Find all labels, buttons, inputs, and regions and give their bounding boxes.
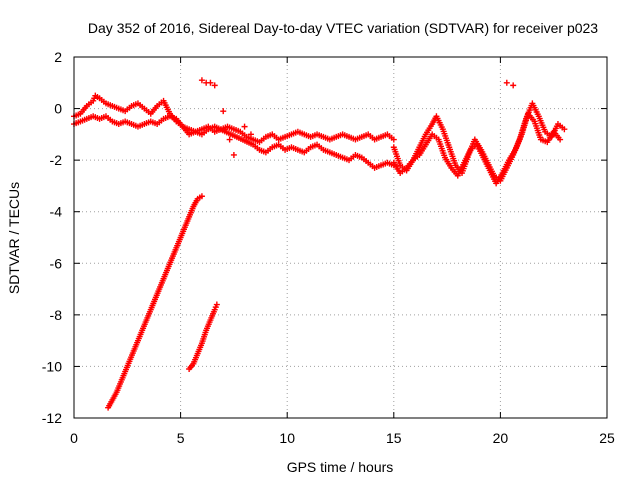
y-axis-label: SDTVAR / TECUs — [6, 182, 22, 294]
data-point — [211, 82, 218, 89]
x-tick-label: 25 — [599, 430, 615, 446]
y-tick-label: 2 — [54, 49, 62, 65]
series-main-band-upper — [71, 92, 397, 146]
y-tick-label: -10 — [42, 358, 62, 374]
y-tick-label: -6 — [50, 255, 63, 271]
x-tick-label: 5 — [177, 430, 185, 446]
data-point — [220, 108, 227, 115]
plot-frame — [73, 56, 608, 419]
y-tick-label: -4 — [50, 204, 63, 220]
data-point — [222, 126, 229, 133]
x-tick-label: 15 — [386, 430, 402, 446]
y-tick-label: -12 — [42, 410, 62, 426]
x-axis-label: GPS time / hours — [287, 459, 394, 475]
data-point — [230, 151, 237, 158]
data-point — [241, 123, 248, 130]
data-point — [198, 77, 205, 84]
data-point — [557, 136, 564, 143]
data-point — [226, 136, 233, 143]
series-main-band-lower — [71, 113, 397, 171]
grid-layer — [74, 57, 607, 418]
x-tick-label: 0 — [70, 430, 78, 446]
data-point — [561, 126, 568, 133]
series-late-band-lower — [390, 110, 564, 187]
data-points-layer — [71, 77, 568, 411]
data-point — [198, 193, 205, 200]
data-point — [213, 301, 220, 308]
x-tick-label: 10 — [279, 430, 295, 446]
data-point — [510, 82, 517, 89]
chart-title: Day 352 of 2016, Sidereal Day-to-day VTE… — [88, 20, 598, 36]
data-point — [247, 131, 254, 138]
data-point — [503, 79, 510, 86]
y-tick-label: -8 — [50, 307, 63, 323]
y-tick-label: 0 — [54, 101, 62, 117]
series-steep-arc-2 — [186, 301, 220, 373]
y-tick-label: -2 — [50, 152, 63, 168]
series-isolated-fragments — [198, 77, 517, 158]
series-steep-arc-1 — [105, 193, 205, 411]
data-point — [390, 136, 397, 143]
data-point — [207, 79, 214, 86]
x-tick-label: 20 — [493, 430, 509, 446]
